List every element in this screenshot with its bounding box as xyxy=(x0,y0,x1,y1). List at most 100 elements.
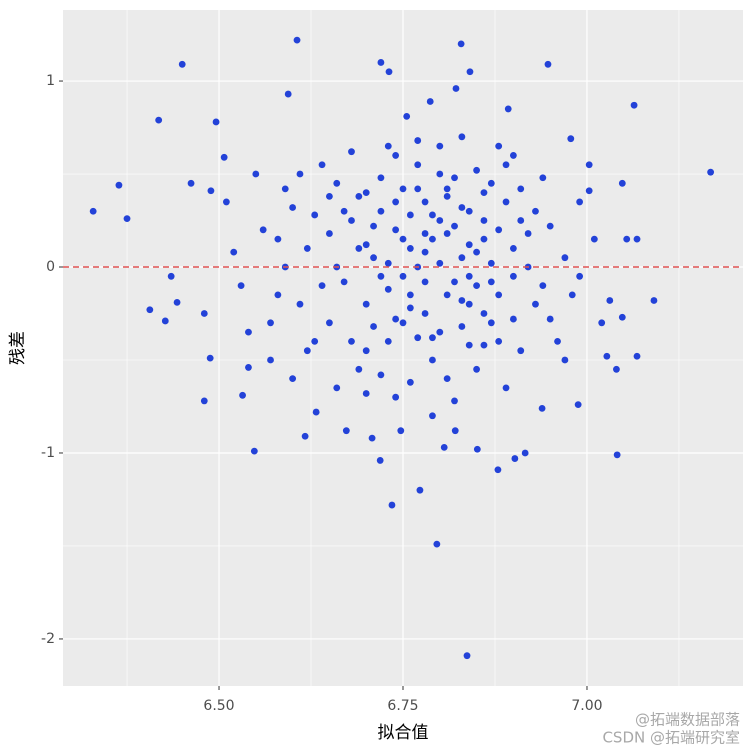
point xyxy=(452,85,460,92)
point xyxy=(590,235,598,243)
point xyxy=(421,198,429,206)
point xyxy=(517,185,525,193)
x-tick-label: 6.75 xyxy=(387,698,418,714)
point xyxy=(220,153,228,161)
point xyxy=(436,217,444,224)
point xyxy=(532,207,539,215)
point xyxy=(585,187,593,195)
point xyxy=(377,371,385,379)
point xyxy=(161,317,169,325)
point xyxy=(377,174,385,182)
point xyxy=(355,365,363,373)
point xyxy=(362,390,370,397)
point xyxy=(502,198,510,206)
point xyxy=(465,272,473,280)
point xyxy=(392,393,400,401)
y-tick-label: -1 xyxy=(41,445,55,461)
point xyxy=(284,90,292,98)
point xyxy=(603,352,611,360)
point xyxy=(377,272,385,280)
point xyxy=(416,486,424,494)
x-tick-label: 6.50 xyxy=(203,698,234,714)
point xyxy=(458,254,466,262)
point xyxy=(146,306,154,314)
point xyxy=(473,282,480,290)
x-tick-label: 7.00 xyxy=(571,698,602,714)
point xyxy=(399,185,407,193)
point xyxy=(539,174,547,182)
point xyxy=(521,449,529,457)
point xyxy=(487,179,495,187)
point xyxy=(414,185,422,193)
point xyxy=(613,451,621,459)
point xyxy=(377,59,385,66)
point xyxy=(440,444,448,451)
point xyxy=(574,401,582,409)
point xyxy=(362,300,370,308)
point xyxy=(509,152,517,159)
point xyxy=(473,365,480,373)
point xyxy=(618,179,626,187)
point xyxy=(301,432,309,440)
point xyxy=(267,319,274,327)
point xyxy=(546,315,554,323)
point xyxy=(443,192,451,200)
point xyxy=(245,328,252,336)
point xyxy=(414,137,422,144)
point xyxy=(465,207,473,215)
point xyxy=(340,207,348,215)
point xyxy=(463,652,471,660)
point xyxy=(414,161,422,169)
point xyxy=(167,272,175,280)
point xyxy=(399,235,407,243)
point xyxy=(421,248,429,256)
point xyxy=(517,217,525,224)
point xyxy=(311,337,319,345)
point xyxy=(173,298,181,306)
point xyxy=(392,152,400,159)
point xyxy=(406,291,414,299)
point xyxy=(443,375,451,382)
point xyxy=(509,272,517,280)
point xyxy=(318,282,326,290)
point xyxy=(348,337,355,345)
point xyxy=(568,291,576,299)
point xyxy=(443,230,451,237)
point xyxy=(429,356,436,364)
point xyxy=(598,319,606,327)
point xyxy=(274,291,282,299)
point xyxy=(457,40,465,48)
point xyxy=(370,323,377,330)
point xyxy=(245,364,252,371)
point xyxy=(293,36,301,44)
point xyxy=(312,408,320,416)
point xyxy=(480,189,488,197)
point xyxy=(426,98,434,105)
point xyxy=(650,297,658,304)
point xyxy=(318,161,326,169)
point xyxy=(458,297,466,304)
point xyxy=(495,337,503,345)
point xyxy=(473,166,480,174)
point xyxy=(252,170,260,178)
point xyxy=(561,254,569,262)
point xyxy=(495,142,503,150)
point xyxy=(355,192,363,200)
point xyxy=(473,445,481,453)
point xyxy=(187,179,195,187)
point xyxy=(554,337,561,345)
point xyxy=(155,116,163,124)
point xyxy=(630,101,638,109)
point xyxy=(421,278,429,286)
point xyxy=(303,245,311,252)
point xyxy=(576,198,584,206)
point xyxy=(429,334,436,342)
point xyxy=(326,192,333,200)
point xyxy=(524,230,532,237)
point xyxy=(480,235,488,243)
point xyxy=(511,455,519,462)
point xyxy=(443,185,451,193)
y-tick-label: 0 xyxy=(46,259,55,275)
point xyxy=(206,354,214,362)
y-tick-label: -2 xyxy=(41,631,55,647)
